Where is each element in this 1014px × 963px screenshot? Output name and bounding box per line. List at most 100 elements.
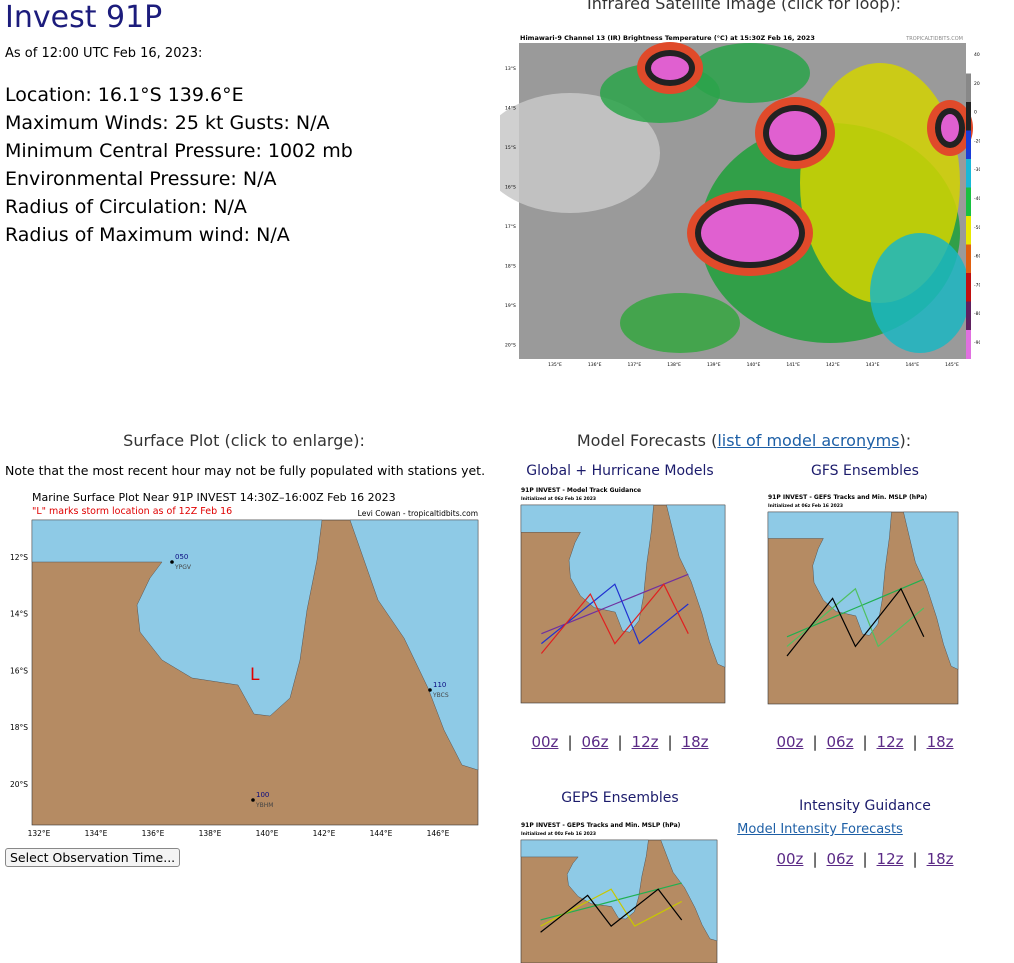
station-dot — [170, 560, 174, 564]
separator: | — [912, 733, 918, 751]
lon-label: 138°E — [667, 362, 681, 368]
colorbar-label: -30 — [974, 167, 980, 173]
separator: | — [617, 733, 623, 751]
run-link[interactable]: 18z — [681, 733, 709, 751]
colorbar-cell — [966, 330, 971, 359]
intensity-link[interactable]: Model Intensity Forecasts — [737, 822, 903, 837]
run-link[interactable]: 12z — [876, 733, 904, 751]
colorbar-label: -20 — [974, 138, 980, 144]
lon-label: 136°E — [142, 829, 165, 838]
surface-plot-image[interactable]: Marine Surface Plot Near 91P INVEST 14:3… — [0, 490, 482, 842]
colorbar-label: -40 — [974, 196, 980, 202]
image-subtitle: Initialized at 06z Feb 16 2023 — [768, 503, 843, 509]
colorbar-label: -60 — [974, 254, 980, 260]
storm-detail: Minimum Central Pressure: 1002 mb — [5, 140, 353, 162]
lat-label: 17°S — [505, 224, 516, 230]
run-links: 00z | 06z | 12z | 18z — [776, 850, 953, 868]
colorbar-label: 40 — [974, 52, 980, 58]
observation-time-select[interactable]: Select Observation Time... — [5, 848, 180, 867]
lat-label: 20°S — [10, 780, 28, 789]
page-title: Invest 91P — [5, 0, 163, 35]
sea — [520, 504, 654, 633]
lon-label: 132°E — [28, 829, 51, 838]
lat-label: 14°S — [505, 106, 516, 112]
storm-detail: Radius of Circulation: N/A — [5, 196, 247, 218]
colorbar-label: -80 — [974, 311, 980, 317]
lon-label: 145°E — [945, 362, 959, 368]
sea — [767, 511, 892, 636]
separator: | — [812, 850, 818, 868]
colorbar-cell — [966, 130, 971, 160]
cloud — [690, 43, 810, 103]
run-link[interactable]: 00z — [776, 850, 804, 868]
colorbar-cell — [966, 187, 971, 217]
intensity-heading: Intensity Guidance — [799, 798, 931, 814]
image-credit: TROPICALTIDBITS.COM — [905, 36, 963, 42]
image-title: 91P INVEST - GEPS Tracks and Min. MSLP (… — [521, 822, 681, 829]
run-link[interactable]: 12z — [631, 733, 659, 751]
run-link[interactable]: 06z — [826, 733, 854, 751]
run-link[interactable]: 12z — [876, 850, 904, 868]
sea — [660, 839, 718, 942]
image-title: 91P INVEST - Model Track Guidance — [521, 487, 641, 494]
lon-label: 139°E — [707, 362, 721, 368]
model-panel-heading: GFS Ensembles — [811, 463, 919, 479]
as-of: As of 12:00 UTC Feb 16, 2023: — [5, 46, 203, 61]
sea — [520, 839, 649, 920]
models-heading: Model Forecasts (list of model acronyms)… — [577, 431, 911, 450]
run-link[interactable]: 00z — [776, 733, 804, 751]
model-image[interactable]: 91P INVEST - GEPS Tracks and Min. MSLP (… — [503, 820, 721, 963]
lon-label: 142°E — [313, 829, 336, 838]
lat-label: 19°S — [505, 303, 516, 309]
image-subtitle: Initialized at 06z Feb 16 2023 — [521, 496, 596, 502]
colorbar-cell — [966, 159, 971, 188]
cloud-top — [941, 114, 959, 142]
track-line — [540, 888, 683, 933]
run-link[interactable]: 00z — [531, 733, 559, 751]
sea — [349, 519, 479, 771]
sea — [903, 511, 959, 670]
run-links: 00z | 06z | 12z | 18z — [531, 733, 708, 751]
surface-note: Note that the most recent hour may not b… — [5, 463, 486, 478]
lon-label: 135°E — [548, 362, 562, 368]
model-panel-heading: GEPS Ensembles — [561, 790, 679, 806]
satellite-heading: Infrared Satellite Image (click for loop… — [587, 0, 901, 13]
acronyms-link[interactable]: list of model acronyms — [717, 431, 900, 450]
colorbar-label: -50 — [974, 225, 980, 231]
separator: | — [912, 850, 918, 868]
image-title: 91P INVEST - GEFS Tracks and Min. MSLP (… — [768, 494, 927, 501]
sea — [31, 519, 323, 717]
station-pressure: 050 — [175, 553, 188, 561]
image-title: Himawari-9 Channel 13 (IR) Brightness Te… — [520, 34, 815, 42]
lat-label: 20°S — [505, 343, 516, 349]
lon-label: 144°E — [370, 829, 393, 838]
satellite-image[interactable]: Himawari-9 Channel 13 (IR) Brightness Te… — [500, 33, 980, 371]
station-pressure: 110 — [433, 681, 446, 689]
run-link[interactable]: 18z — [926, 850, 954, 868]
run-links: 00z | 06z | 12z | 18z — [776, 733, 953, 751]
models-heading-suffix: ): — [899, 431, 912, 450]
lon-label: 144°E — [905, 362, 919, 368]
lon-label: 134°E — [85, 829, 108, 838]
colorbar-label: -70 — [974, 282, 980, 288]
run-link[interactable]: 18z — [926, 733, 954, 751]
image-title: Marine Surface Plot Near 91P INVEST 14:3… — [32, 491, 396, 504]
separator: | — [812, 733, 818, 751]
lon-label: 136°E — [588, 362, 602, 368]
lon-label: 138°E — [199, 829, 222, 838]
model-image[interactable]: 91P INVEST - GEFS Tracks and Min. MSLP (… — [750, 492, 962, 714]
station-dot — [251, 798, 255, 802]
lon-label: 140°E — [256, 829, 279, 838]
sea — [666, 504, 726, 668]
colorbar-cell — [966, 73, 971, 103]
model-image[interactable]: 91P INVEST - Model Track Guidance Initial… — [503, 485, 729, 713]
station-id: YPGV — [174, 564, 192, 571]
colorbar-label: -90 — [974, 340, 980, 346]
colorbar-cell — [966, 244, 971, 274]
run-link[interactable]: 06z — [581, 733, 609, 751]
colorbar-cell — [966, 102, 971, 131]
station-id: YBCS — [432, 692, 449, 699]
lat-label: 18°S — [505, 264, 516, 270]
run-link[interactable]: 06z — [826, 850, 854, 868]
